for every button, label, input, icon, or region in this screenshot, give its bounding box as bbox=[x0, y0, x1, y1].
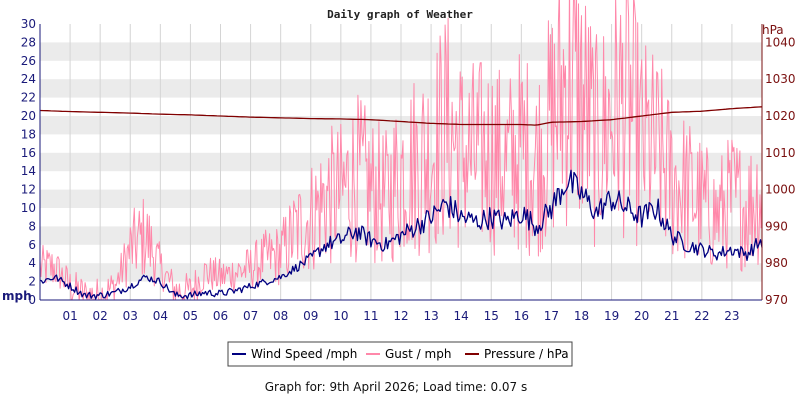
right-tick-label: 980 bbox=[765, 256, 788, 270]
right-axis-ticks: 970 980 990 1000 1010 1020 1030 1040 bbox=[765, 35, 796, 307]
legend-box bbox=[227, 341, 573, 367]
right-tick-label: 990 bbox=[765, 219, 788, 233]
left-tick-label: 14 bbox=[21, 164, 36, 178]
x-tick-label: 03 bbox=[123, 309, 138, 323]
legend-label-gust: Gust / mph bbox=[385, 347, 451, 361]
x-tick-label: 06 bbox=[213, 309, 228, 323]
x-tick-label: 22 bbox=[694, 309, 709, 323]
wind-series-layer bbox=[39, 169, 763, 300]
left-tick-label: 28 bbox=[21, 35, 36, 49]
x-tick-label: 16 bbox=[514, 309, 529, 323]
left-tick-label: 20 bbox=[21, 109, 36, 123]
x-tick-label: 17 bbox=[544, 309, 559, 323]
x-tick-label: 10 bbox=[333, 309, 348, 323]
right-tick-label: 1010 bbox=[765, 146, 796, 160]
x-tick-label: 05 bbox=[183, 309, 198, 323]
x-tick-label: 12 bbox=[393, 309, 408, 323]
left-tick-label: 6 bbox=[28, 238, 36, 252]
left-axis-unit: mph bbox=[2, 289, 32, 303]
left-tick-label: 30 bbox=[21, 17, 36, 31]
x-tick-label: 20 bbox=[634, 309, 649, 323]
footer-text: Graph for: 9th April 2026; Load time: 0.… bbox=[265, 380, 528, 394]
right-tick-label: 1000 bbox=[765, 183, 796, 197]
x-tick-label: 08 bbox=[273, 309, 288, 323]
legend-label-pressure: Pressure / hPa bbox=[484, 347, 569, 361]
pressure-series-line bbox=[39, 106, 763, 126]
left-tick-label: 24 bbox=[21, 72, 36, 86]
x-tick-label: 07 bbox=[243, 309, 258, 323]
x-tick-label: 19 bbox=[604, 309, 619, 323]
x-tick-label: 13 bbox=[423, 309, 438, 323]
legend-label-wind: Wind Speed /mph bbox=[251, 347, 357, 361]
x-axis-ticks: 01 02 03 04 05 06 07 08 09 10 11 12 13 14 15 16 17 18 19 20… bbox=[62, 309, 739, 323]
legend: Wind Speed /mph Gust / mph Pressure / hP… bbox=[227, 341, 573, 367]
x-tick-label: 09 bbox=[303, 309, 318, 323]
right-tick-label: 1030 bbox=[765, 72, 796, 86]
x-tick-label: 18 bbox=[574, 309, 589, 323]
x-tick-label: 21 bbox=[664, 309, 679, 323]
axes bbox=[39, 24, 763, 301]
x-tick-label: 23 bbox=[724, 309, 739, 323]
x-tick-label: 14 bbox=[454, 309, 469, 323]
left-tick-label: 18 bbox=[21, 127, 36, 141]
chart-title: Daily graph of Weather bbox=[327, 8, 473, 21]
gust-series-layer bbox=[39, 0, 763, 301]
left-tick-label: 10 bbox=[21, 201, 36, 215]
left-tick-label: 0 bbox=[28, 293, 36, 307]
left-tick-label: 22 bbox=[21, 91, 36, 105]
right-tick-label: 1040 bbox=[765, 35, 796, 49]
x-tick-label: 15 bbox=[484, 309, 499, 323]
gust-series-line bbox=[39, 0, 763, 301]
pressure-series-layer bbox=[39, 106, 763, 126]
right-axis-unit: hPa bbox=[762, 23, 784, 37]
x-tick-label: 02 bbox=[93, 309, 108, 323]
left-tick-label: 2 bbox=[28, 275, 36, 289]
x-tick-label: 04 bbox=[153, 309, 168, 323]
wind-series-line bbox=[39, 169, 763, 300]
left-tick-label: 4 bbox=[28, 256, 36, 270]
left-tick-label: 26 bbox=[21, 54, 36, 68]
x-tick-label: 11 bbox=[363, 309, 378, 323]
left-tick-label: 8 bbox=[28, 219, 36, 233]
right-tick-label: 970 bbox=[765, 293, 788, 307]
x-tick-label: 01 bbox=[62, 309, 77, 323]
right-tick-label: 1020 bbox=[765, 109, 796, 123]
left-tick-label: 16 bbox=[21, 146, 36, 160]
left-tick-label: 12 bbox=[21, 183, 36, 197]
